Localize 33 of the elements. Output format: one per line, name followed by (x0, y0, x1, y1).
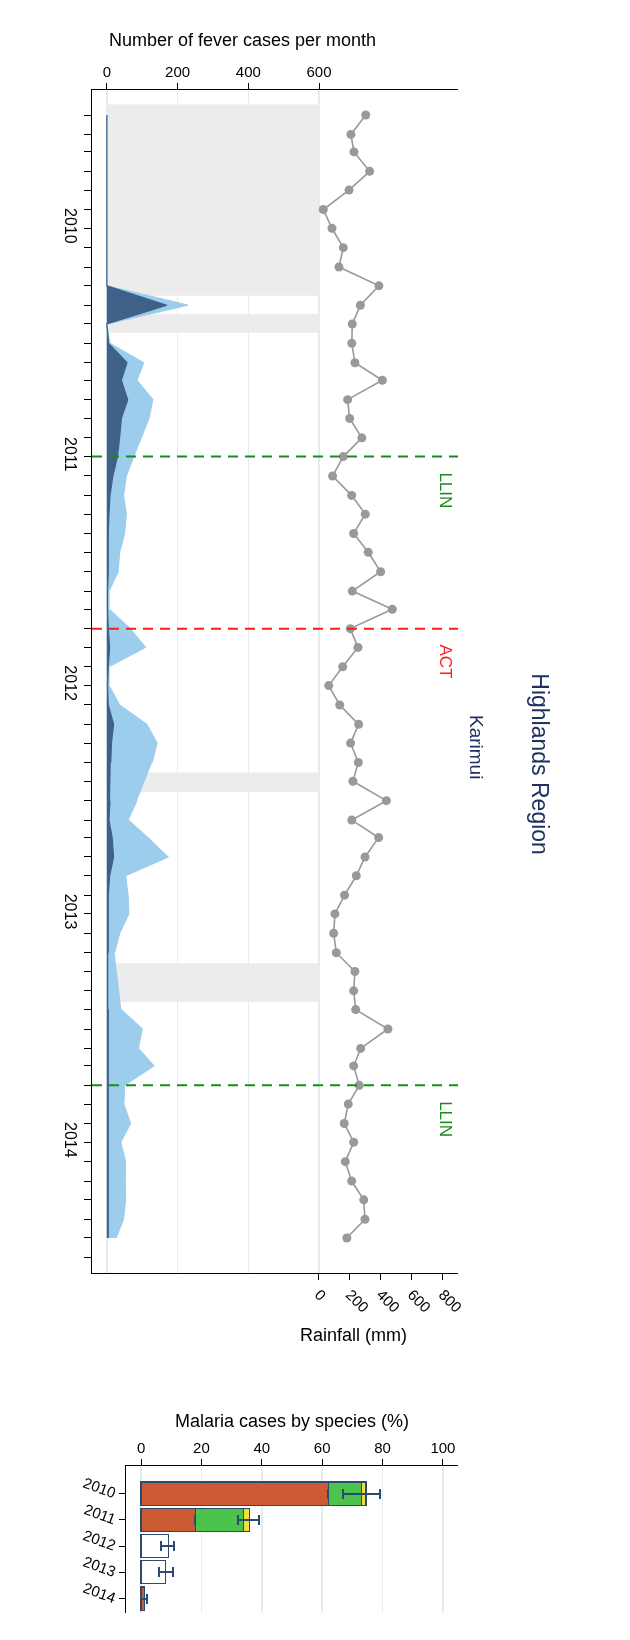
x2-axis-title: Number of fever cases per month (109, 30, 377, 50)
y-tick-label: 2012 (81, 1526, 119, 1554)
text: Highlands Region (527, 673, 554, 855)
x2-tick-label: 200 (165, 63, 191, 80)
x-tick-label: 800 (435, 1285, 466, 1316)
x2-tick-label: 400 (235, 63, 261, 80)
x-tick-label: 100 (430, 1439, 456, 1456)
y-tick-label: 2014 (81, 1578, 119, 1607)
y-tick-label: 2014 (61, 1122, 79, 1158)
x-tick-label: 20 (193, 1439, 210, 1456)
ref-line-label: ACT (435, 644, 455, 679)
x-tick-label: 0 (136, 1439, 146, 1456)
y-tick-label: 2012 (61, 665, 79, 702)
x-axis-title: Malaria cases by species (%) (174, 1411, 410, 1432)
x-tick-label: 400 (373, 1285, 404, 1316)
y-tick-label: 2010 (61, 208, 79, 244)
y-tick-label: 2013 (61, 893, 79, 930)
x-tick-label: 80 (374, 1439, 391, 1456)
x-tick-label: 0 (311, 1285, 330, 1304)
x-tick-label: 60 (313, 1439, 331, 1456)
ref-line-label: LLIN (435, 472, 455, 509)
x2-tick-label: 600 (306, 63, 332, 80)
ref-line-label: LLIN (435, 1101, 455, 1138)
x-tick-label: 200 (342, 1285, 373, 1316)
text: Karimui (466, 714, 488, 780)
x-tick-label: 600 (404, 1285, 435, 1316)
x2-tick-label: 0 (102, 63, 112, 80)
y-tick-label: 2010 (81, 1473, 119, 1502)
y-tick-label: 2013 (81, 1552, 119, 1580)
y-tick-label: 2011 (82, 1500, 119, 1528)
y-tick-label: 2011 (61, 437, 79, 472)
x-axis-title: Rainfall (mm) (300, 1325, 408, 1345)
x-tick-label: 40 (253, 1439, 271, 1456)
